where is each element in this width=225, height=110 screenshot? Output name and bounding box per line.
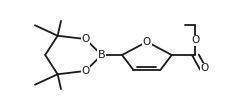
Text: O: O xyxy=(191,35,199,45)
Text: B: B xyxy=(97,50,105,60)
Text: O: O xyxy=(142,37,150,47)
Text: O: O xyxy=(81,34,89,44)
Text: O: O xyxy=(200,63,208,73)
Text: O: O xyxy=(81,66,89,76)
